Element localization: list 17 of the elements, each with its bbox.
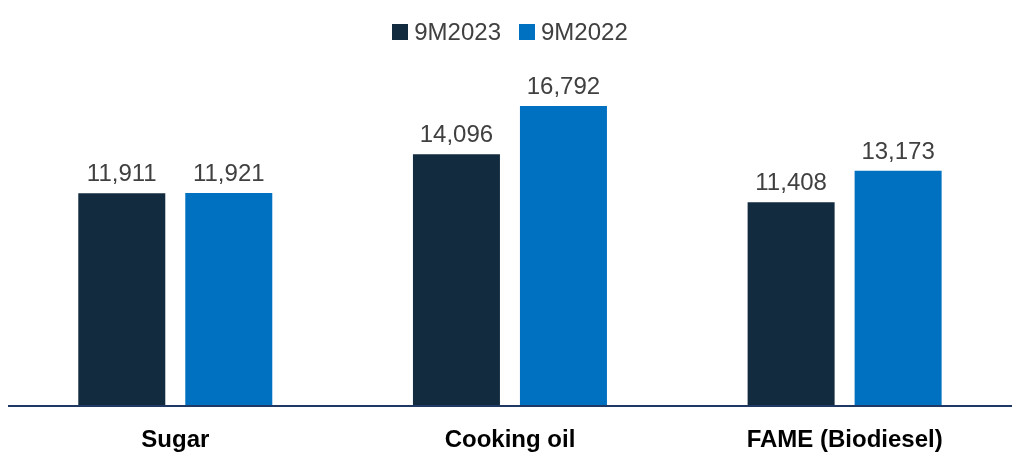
bar: [747, 202, 835, 406]
data-label: 13,173: [861, 136, 935, 164]
bar: [412, 154, 500, 406]
bar: [185, 193, 273, 406]
bar: [854, 170, 942, 406]
x-tick-label: FAME (Biodiesel): [746, 425, 943, 453]
bar: [519, 106, 607, 406]
legend-label: 9M2022: [541, 18, 628, 46]
x-tick-label: Cooking oil: [444, 425, 576, 453]
data-label: 11,921: [192, 159, 265, 187]
data-label: 16,792: [526, 72, 601, 99]
legend-label: 9M2023: [414, 18, 501, 46]
bar: [78, 193, 166, 406]
x-tick-label: Sugar: [141, 425, 210, 453]
data-label: 14,096: [419, 120, 494, 148]
data-label: 11,911: [86, 159, 157, 187]
data-label: 11,408: [755, 168, 827, 196]
